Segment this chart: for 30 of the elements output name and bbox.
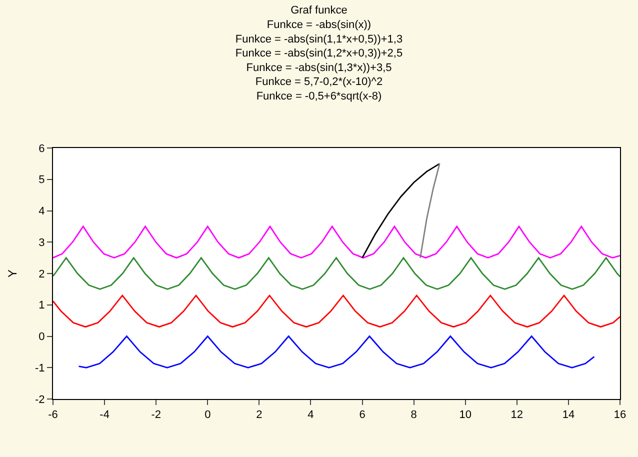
x-tick-label: -4 <box>100 409 110 422</box>
chart-subtitle: Funkce = -abs(sin(x)) Funkce = -abs(sin(1,1*x+0,5))+1,3 Funkce = -abs(sin(1,2*x+0,3))+2,5 Funkce = -abs(sin(1,3*x))+3,5 Funkce = 5,7-0,2*(x-10)^2 Funkce = -0,5+6*sqrt(x-8) <box>235 19 403 103</box>
y-tick-label: 6 <box>38 142 45 155</box>
y-tick-label: 0 <box>38 331 45 344</box>
x-tick-label: 12 <box>510 409 524 422</box>
chart-title: Graf funkce <box>290 4 348 17</box>
y-tick-label: -1 <box>35 362 45 374</box>
x-tick-label: 2 <box>256 409 262 422</box>
y-tick-label: 5 <box>38 174 45 186</box>
y-tick-label: 4 <box>38 206 45 218</box>
x-tick-label: 0 <box>204 409 211 422</box>
line-series <box>53 226 620 259</box>
x-tick-label: 14 <box>562 409 575 422</box>
y-axis-title: Y <box>5 269 20 278</box>
line-series <box>78 336 595 368</box>
y-tick-label: 3 <box>38 236 45 249</box>
y-tick-label: 1 <box>38 300 45 312</box>
x-tick-label: -6 <box>48 409 58 422</box>
x-tick-label: 10 <box>459 409 472 422</box>
line-series <box>362 162 440 259</box>
line-series <box>53 294 620 328</box>
line-series <box>53 257 620 290</box>
x-tick-label: -2 <box>151 409 161 422</box>
line-series <box>420 162 440 259</box>
x-tick-label: 4 <box>308 409 314 422</box>
x-tick-label: 6 <box>359 409 366 422</box>
y-tick-label: 2 <box>38 268 45 280</box>
x-tick-label: 16 <box>614 409 626 422</box>
x-tick-label: 8 <box>410 409 417 422</box>
y-tick-label: -2 <box>35 394 45 406</box>
